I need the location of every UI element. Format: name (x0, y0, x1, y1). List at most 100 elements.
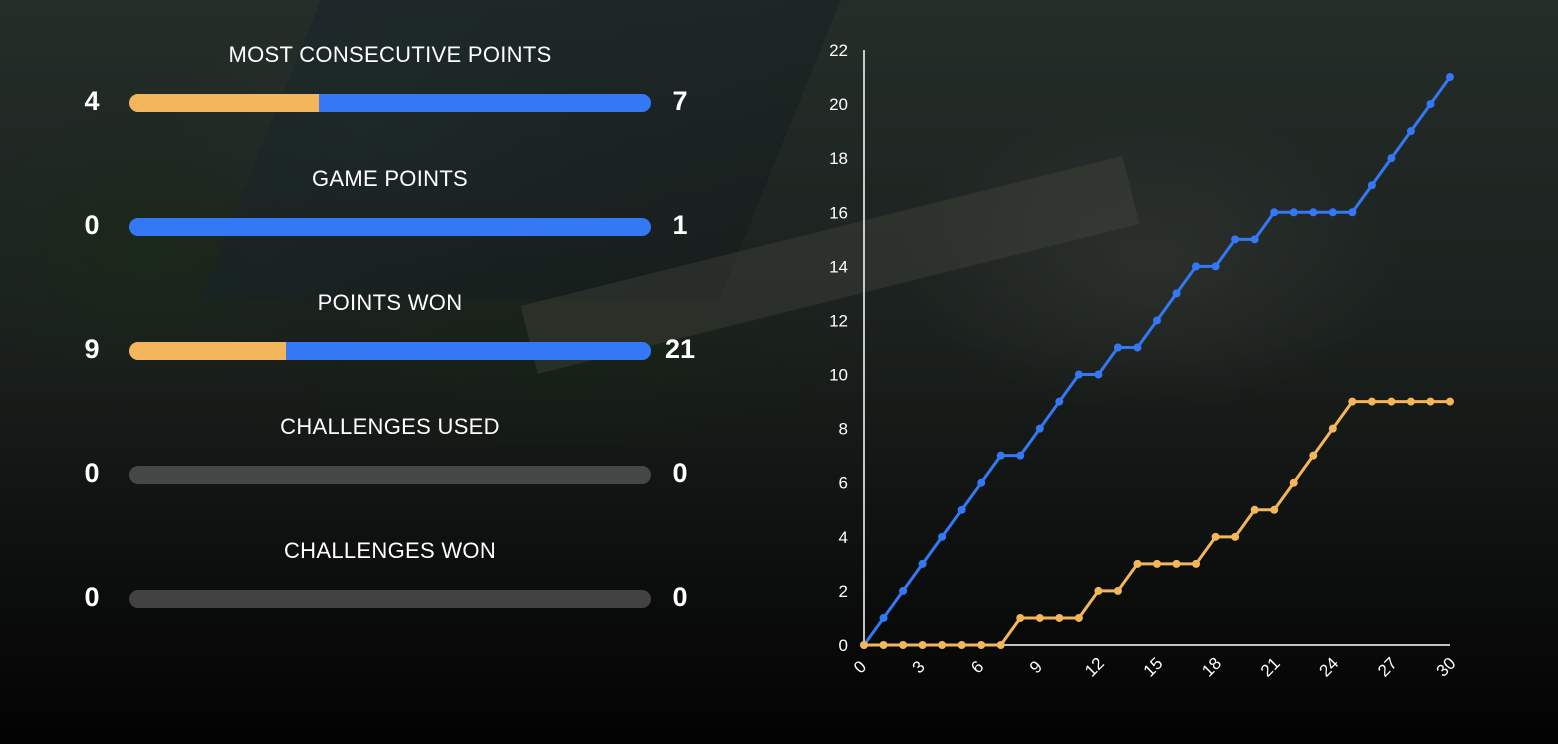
stat-comparison-bar (129, 342, 651, 360)
data-point (1016, 613, 1025, 622)
data-point (1348, 208, 1357, 217)
x-tick-label: 18 (1198, 654, 1225, 681)
data-point (918, 559, 927, 568)
data-point (1074, 370, 1083, 379)
data-point (938, 532, 947, 541)
stat-left-value: 9 (84, 334, 100, 364)
x-tick-label: 21 (1257, 654, 1284, 681)
data-point (1055, 613, 1064, 622)
y-tick-label: 20 (829, 95, 848, 114)
stat-right-value: 21 (664, 334, 696, 364)
y-tick-label: 10 (829, 366, 848, 385)
x-tick-label: 15 (1140, 654, 1167, 681)
data-point (1055, 397, 1064, 406)
y-tick-label: 12 (829, 311, 848, 330)
stat-title-most-consecutive-points: MOST CONSECUTIVE POINTS (228, 42, 552, 67)
data-point (1309, 208, 1318, 217)
stat-comparison-bar (129, 466, 651, 484)
data-point (1406, 127, 1415, 136)
y-tick-label: 4 (839, 528, 848, 547)
data-point (1094, 586, 1103, 595)
y-tick-label: 0 (839, 636, 848, 655)
x-tick-label: 9 (1026, 657, 1046, 677)
data-point (1035, 613, 1044, 622)
bar-segment-team-b (129, 218, 651, 236)
data-point (879, 641, 888, 649)
stat-right-value: 0 (672, 582, 688, 612)
bar-segment-team-a (129, 342, 286, 360)
data-point (996, 641, 1005, 649)
data-point (1270, 505, 1279, 514)
stat-left-value: 0 (84, 582, 100, 612)
bar-segment-team-b (285, 342, 651, 360)
x-tick-label: 27 (1374, 654, 1401, 681)
stat-left-value: 4 (84, 86, 100, 116)
data-point (1289, 478, 1298, 487)
data-point (1367, 397, 1376, 406)
data-point (1387, 397, 1396, 406)
data-point (1133, 559, 1142, 568)
data-point (899, 641, 908, 649)
stat-left-value: 0 (84, 458, 100, 488)
data-point (1446, 397, 1454, 406)
y-tick-label: 8 (839, 420, 848, 439)
data-point (1367, 181, 1376, 190)
data-point (879, 613, 888, 622)
data-point (1231, 235, 1240, 244)
data-point (1406, 397, 1415, 406)
data-point (1016, 451, 1025, 460)
data-point (1113, 343, 1122, 352)
data-point (977, 641, 986, 649)
stat-comparison-bar (129, 218, 651, 236)
x-tick-label: 30 (1433, 654, 1460, 681)
data-point (1211, 532, 1220, 541)
data-point (938, 641, 947, 649)
stat-right-value: 7 (672, 86, 688, 116)
data-point (1426, 397, 1435, 406)
y-tick-label: 14 (829, 257, 848, 276)
stat-right-value: 0 (672, 458, 688, 488)
bar-segment-team-a (129, 94, 319, 112)
y-tick-label: 18 (829, 149, 848, 168)
data-point (1192, 262, 1201, 271)
stat-title-points-won: POINTS WON (317, 290, 463, 315)
data-point (1446, 73, 1454, 82)
stat-comparison-bar (129, 590, 651, 608)
x-tick-label: 3 (909, 657, 929, 677)
x-tick-label: 0 (850, 657, 870, 677)
data-point (1231, 532, 1240, 541)
data-point (1250, 505, 1259, 514)
series-line-team-b (862, 76, 1452, 646)
data-point (918, 641, 927, 649)
y-tick-label: 22 (829, 41, 848, 60)
data-point (1387, 154, 1396, 163)
data-point (957, 505, 966, 514)
data-point (996, 451, 1005, 460)
y-tick-label: 6 (839, 474, 848, 493)
stat-right-value: 1 (672, 210, 688, 240)
stat-comparison-bar (129, 94, 651, 112)
data-point (1172, 289, 1181, 298)
data-point (1328, 424, 1337, 433)
stat-title-challenges-won: CHALLENGES WON (283, 538, 497, 563)
stat-title-challenges-used: CHALLENGES USED (280, 414, 500, 439)
data-point (1113, 586, 1122, 595)
data-point (899, 586, 908, 595)
data-point (1172, 559, 1181, 568)
data-point (1270, 208, 1279, 217)
data-point (1153, 316, 1161, 325)
data-point (1094, 370, 1103, 379)
data-point (1250, 235, 1259, 244)
data-point (1426, 100, 1435, 109)
data-point (860, 641, 868, 649)
stat-title-game-points: GAME POINTS (311, 166, 469, 191)
x-tick-label: 24 (1316, 654, 1343, 681)
data-point (1211, 262, 1220, 271)
data-point (1074, 613, 1083, 622)
y-tick-label: 2 (839, 582, 848, 601)
y-tick-label: 16 (829, 203, 848, 222)
data-point (1192, 559, 1201, 568)
stat-left-value: 0 (84, 210, 100, 240)
